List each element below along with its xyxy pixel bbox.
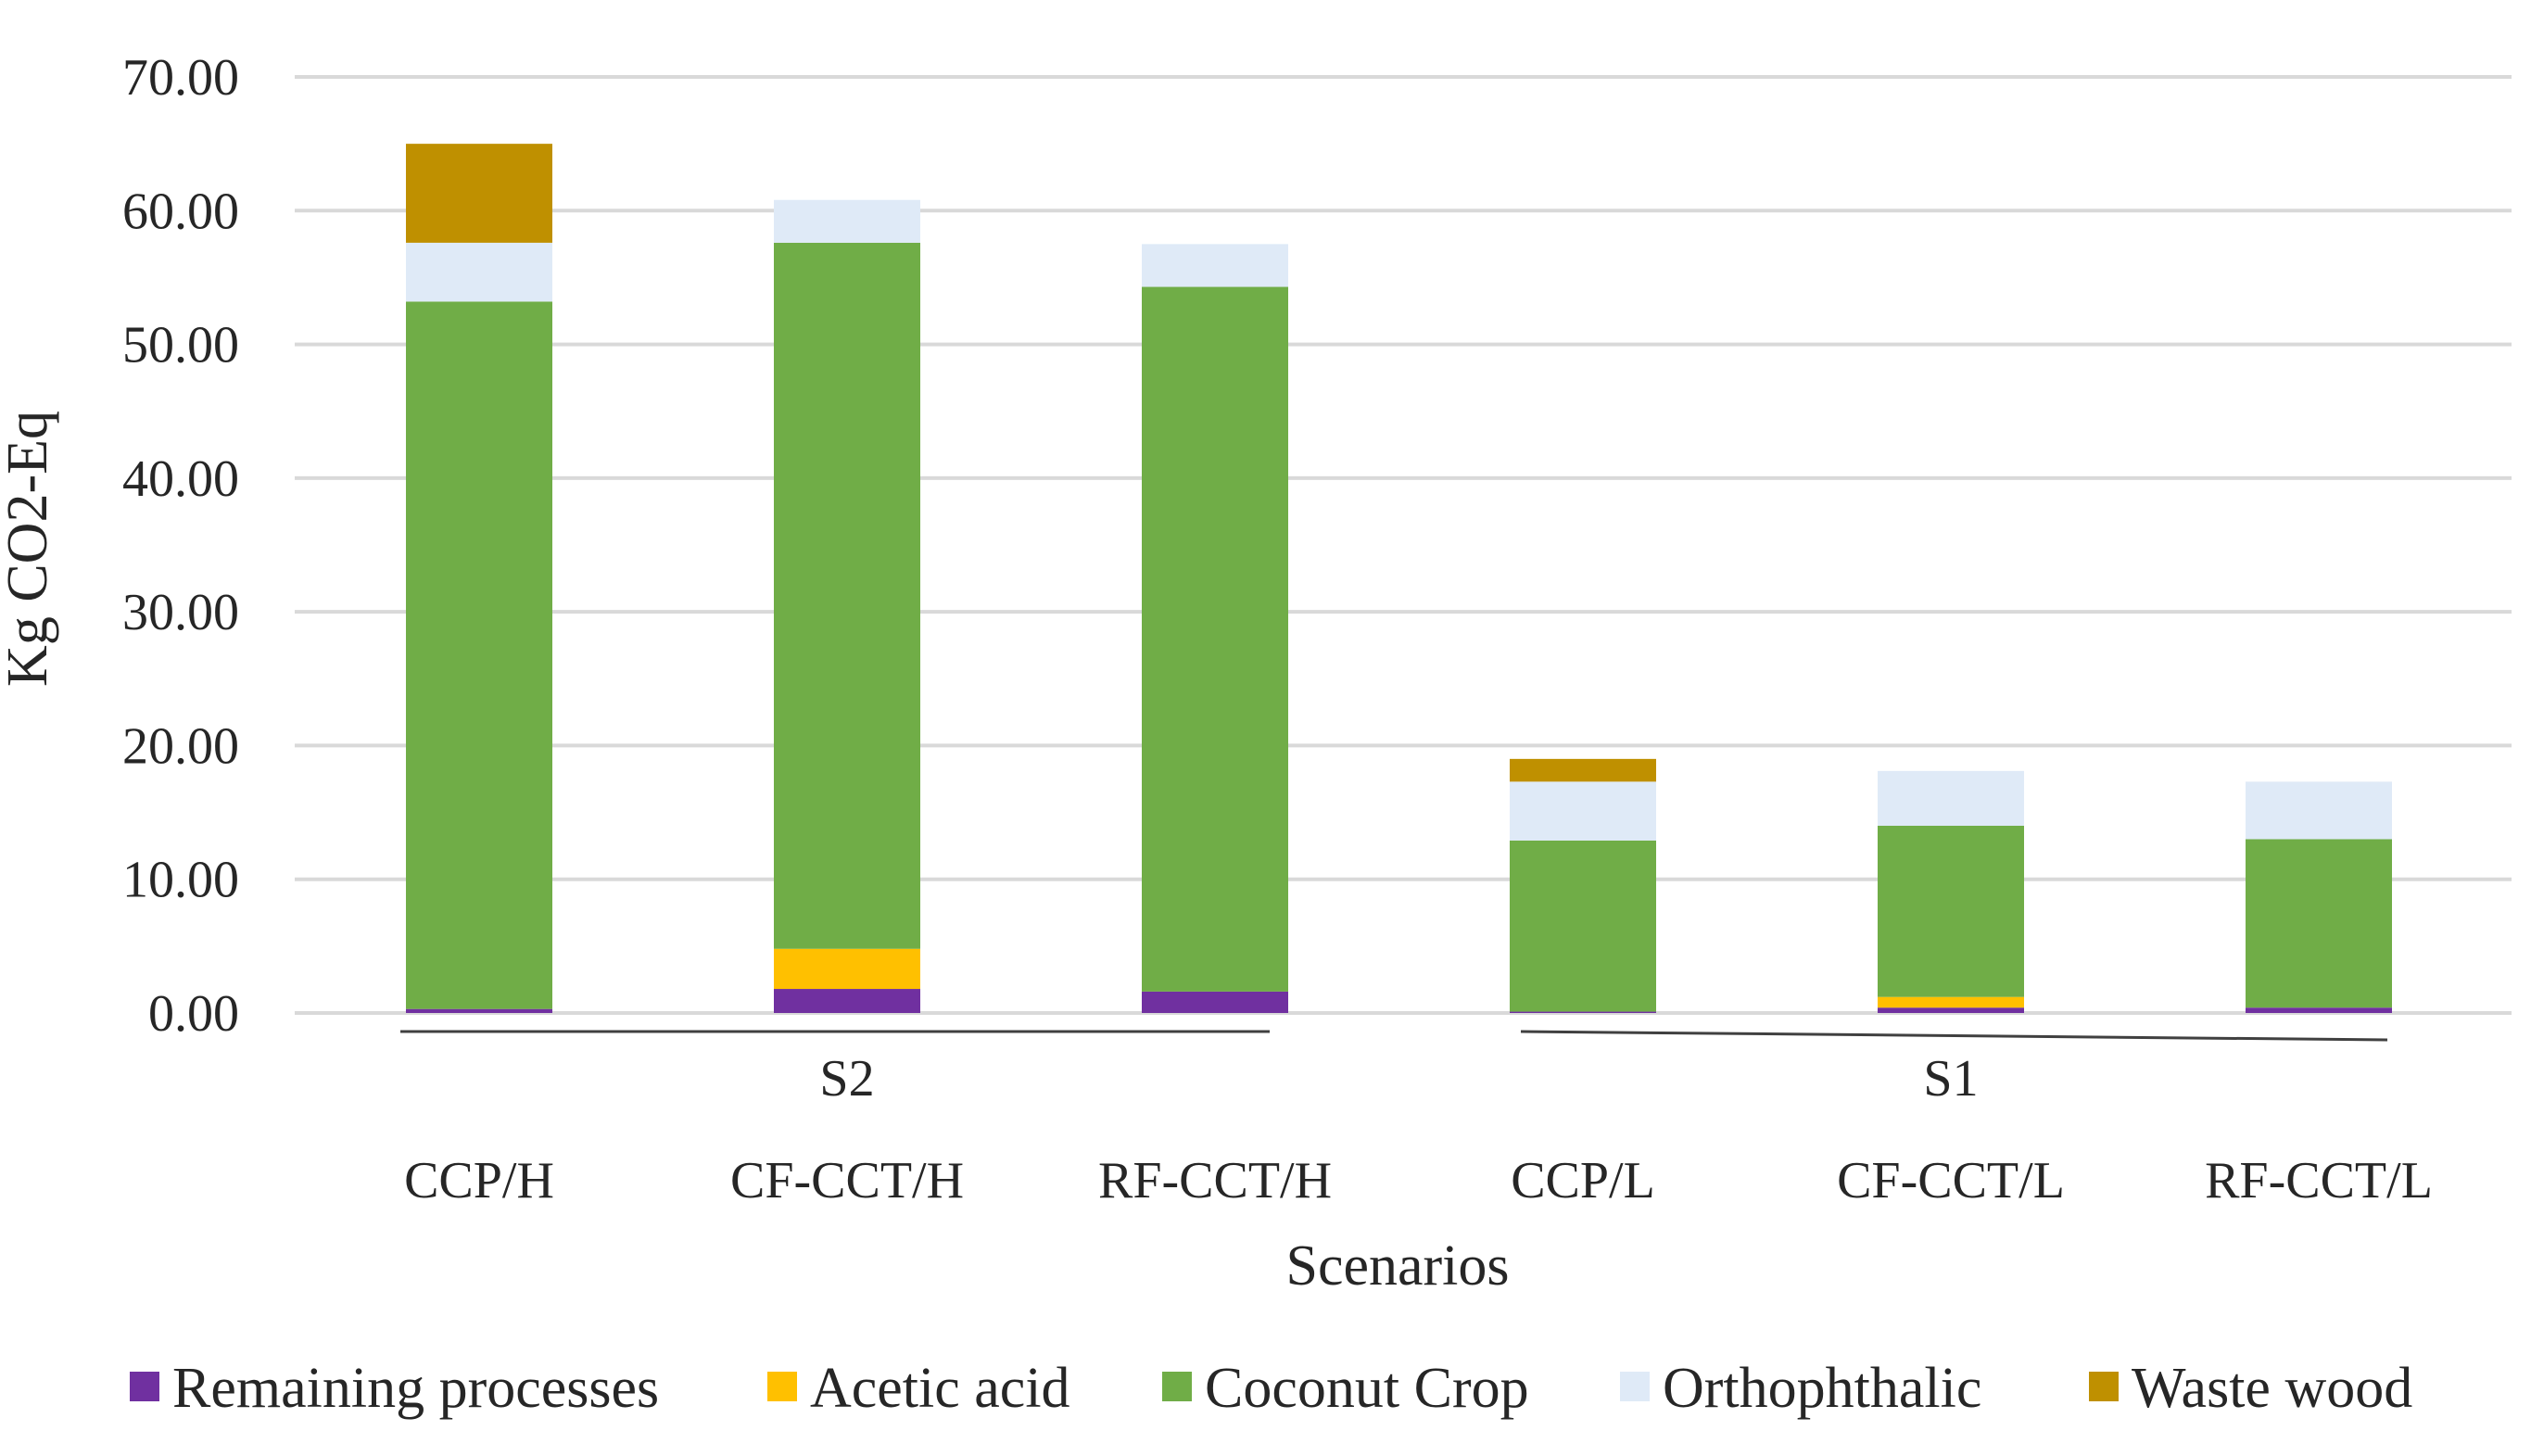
- y-tick-label: 60.00: [122, 183, 239, 240]
- y-tick-label: 70.00: [122, 49, 239, 107]
- x-category-label: CF-CCT/L: [1837, 1152, 2065, 1209]
- y-tick-label: 40.00: [122, 450, 239, 508]
- bars: [406, 144, 2392, 1013]
- y-tick-label: 50.00: [122, 317, 239, 374]
- legend-swatch: [767, 1372, 797, 1401]
- bar-segment: [2246, 781, 2392, 840]
- bar-segment: [2246, 1007, 2392, 1013]
- bar-segment: [1142, 991, 1288, 1013]
- bar-segment: [406, 301, 552, 1009]
- x-group-label: S1: [1923, 1050, 1978, 1108]
- bar-segment: [1510, 758, 1656, 782]
- legend-swatch: [1162, 1372, 1192, 1401]
- bar-segment: [1510, 840, 1656, 1012]
- x-axis-title: Scenarios: [1285, 1234, 1509, 1298]
- x-category-label: CCP/L: [1511, 1152, 1655, 1209]
- bar-segment: [1510, 781, 1656, 841]
- bar-segment: [1878, 770, 2024, 826]
- legend-label: Waste wood: [2132, 1357, 2412, 1420]
- bar-segment: [774, 199, 920, 243]
- bar-segment: [1142, 244, 1288, 287]
- bar-segment: [2246, 839, 2392, 1008]
- y-axis-ticks: 0.00 10.00 20.00 30.00 40.00 50.00 60.00 70.00: [122, 49, 239, 1043]
- bar-segment: [1142, 286, 1288, 992]
- legend-swatch: [130, 1372, 159, 1401]
- bar-segment: [774, 242, 920, 949]
- bar-segment: [406, 144, 552, 243]
- group-bracket-line: [1520, 1030, 2388, 1042]
- legend: Remaining processes Acetic acid Coconut Cr…: [130, 1357, 2412, 1420]
- legend-label: Coconut Crop: [1205, 1357, 1529, 1420]
- x-category-label: RF-CCT/H: [1098, 1152, 1332, 1209]
- bar-segment: [406, 1008, 552, 1013]
- bar-segment: [1878, 996, 2024, 1008]
- bar-segment: [1510, 1011, 1656, 1013]
- x-category-label: CF-CCT/H: [730, 1152, 964, 1209]
- y-axis-title: Kg CO2-Eq: [0, 411, 59, 687]
- x-category-label: RF-CCT/L: [2205, 1152, 2433, 1209]
- x-axis-categories: CCP/H CF-CCT/H RF-CCT/H CCP/L CF-CCT/L RF-CCT…: [404, 1152, 2433, 1209]
- legend-swatch: [1620, 1372, 1650, 1401]
- y-tick-label: 30.00: [122, 584, 239, 641]
- bar-segment: [774, 948, 920, 990]
- bar-segment: [1878, 826, 2024, 997]
- gridlines: [295, 75, 2512, 1015]
- legend-swatch: [2089, 1372, 2119, 1401]
- x-axis-groups: S2 S1: [400, 1030, 2388, 1108]
- x-group-label: S2: [819, 1050, 874, 1108]
- legend-label: Remaining processes: [172, 1357, 659, 1420]
- y-tick-label: 10.00: [122, 852, 239, 909]
- legend-label: Acetic acid: [810, 1357, 1070, 1420]
- y-tick-label: 20.00: [122, 717, 239, 775]
- y-tick-label: 0.00: [148, 985, 239, 1043]
- legend-label: Orthophthalic: [1663, 1357, 1981, 1420]
- bar-segment: [406, 242, 552, 302]
- bar-segment: [774, 989, 920, 1013]
- bar-segment: [1878, 1007, 2024, 1013]
- x-category-label: CCP/H: [404, 1152, 554, 1209]
